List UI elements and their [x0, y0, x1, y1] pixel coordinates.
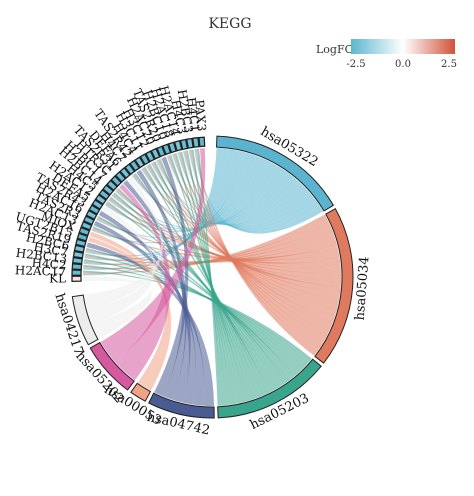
- ribbon-tas2r31-hsa04742: [123, 180, 191, 403]
- sector-hsa05202: [89, 341, 135, 391]
- ribbon-tas2r20-hsa04742: [154, 156, 189, 397]
- gene-sector-h2ac17: [71, 269, 82, 276]
- gene-sector-h2ac13: [80, 220, 93, 231]
- ribbon-h3c12-hsa05203: [153, 161, 257, 400]
- ribbon-h2ac18-hsa05203: [175, 152, 243, 404]
- ribbon-h4c7-hsa05322: [131, 166, 283, 225]
- chart-title: KEGG: [208, 16, 251, 32]
- gene-sector-ugt2b15: [76, 232, 89, 242]
- legend-tick-max: 2.5: [441, 59, 457, 70]
- gene-sector-h4c4: [134, 156, 146, 169]
- gene-sector-h2ac18: [167, 141, 177, 154]
- gene-sector-htr3c: [110, 175, 123, 187]
- gene-sector-h3c12: [144, 150, 156, 163]
- chord-ribbons: [83, 148, 341, 406]
- gene-label-h3c7: H3C7: [32, 240, 69, 260]
- chord-sectors: [71, 135, 354, 419]
- ribbon-tas2r43-hsa04742: [98, 210, 197, 405]
- ribbon-h4c5-hsa05322: [108, 158, 268, 231]
- gene-sector-miox: [78, 226, 91, 237]
- gene-label-kl: KL: [49, 271, 66, 285]
- gene-sector-tas2r43: [88, 204, 101, 215]
- gene-sector-h2bc10: [161, 143, 172, 156]
- ribbon-pax3-hsa05202: [100, 148, 206, 363]
- legend-tick-mid: 0.0: [395, 59, 411, 70]
- gene-sector-h4c1: [192, 136, 200, 148]
- sector-label-hsa05034: hsa05034: [353, 256, 373, 321]
- ribbon-h4c4-hsa05203: [143, 166, 266, 397]
- ribbon-h4c3-hsa05203: [186, 150, 233, 406]
- gene-label-h4c2: H4C2: [31, 256, 67, 273]
- gene-sector-kl: [71, 275, 82, 283]
- sector-hsa05322: [216, 135, 335, 212]
- ribbon-h4c1-hsa05203: [197, 148, 223, 406]
- gene-sector-h2bc13: [72, 256, 83, 265]
- legend-title: LogFC: [316, 43, 353, 56]
- gene-sector-h2bc14: [102, 184, 115, 196]
- gene-sector-defa6: [119, 166, 131, 179]
- ribbon-h2bc17-hsa05322: [115, 163, 278, 229]
- ribbon-h2ac14-hsa05203: [180, 151, 238, 405]
- gene-sector-h3c7: [72, 250, 84, 259]
- ribbon-kl-hsa04217: [83, 276, 152, 339]
- gene-label-h4c1: H4C1: [184, 96, 202, 132]
- ribbon-h2bc10-hsa05203: [169, 154, 247, 403]
- sector-hsa04742: [148, 392, 215, 419]
- sector-hsa05034: [314, 208, 354, 364]
- ribbon-h2bc3-hsa05203: [191, 149, 228, 406]
- gene-sector-tas2r31: [114, 170, 127, 183]
- gene-sector-tas2r42: [129, 159, 141, 172]
- gene-sector-h2bc6: [73, 244, 86, 253]
- ribbon-h2ac16-hsa05322: [96, 154, 257, 239]
- gene-sector-tas2r3: [82, 215, 95, 226]
- ribbon-h2ac16-hsa05034: [96, 217, 340, 264]
- sector-hsa05203: [217, 358, 322, 419]
- gene-sector-h4c3: [179, 138, 189, 151]
- gene-label-h2bc13: H2BC13: [15, 246, 68, 266]
- ribbon-defa6-hsa04217: [84, 176, 163, 311]
- ribbon-h2bc13-hsa05034: [83, 226, 334, 266]
- gene-sector-defa5: [91, 199, 104, 210]
- sector-hsa04217: [71, 294, 99, 346]
- ribbon-h2bc14-hsa05322: [111, 160, 273, 230]
- gene-sector-h2bc3: [185, 137, 194, 149]
- legend-colorbar: [351, 39, 455, 54]
- ribbon-h3c7-hsa05034: [84, 233, 336, 264]
- gene-sector-h4c2: [71, 263, 83, 271]
- ribbon-h4c7-hsa05203: [134, 172, 270, 395]
- ribbon-tas2r3-hsa04742: [93, 220, 205, 406]
- gene-sector-h3c11: [139, 153, 151, 166]
- gene-sector-h4c7: [124, 163, 136, 176]
- gene-sector-h2ac12: [94, 193, 107, 206]
- ribbon-defa5-hsa04217: [87, 205, 156, 325]
- gene-sector-tas2r19: [75, 238, 87, 248]
- legend-tick-min: -2.5: [346, 59, 365, 70]
- gene-sector-tas2r20: [156, 145, 166, 158]
- gene-sector-h2bc17: [106, 179, 119, 192]
- sector-hsa00053: [130, 382, 152, 402]
- gene-sector-h4c5: [98, 188, 111, 201]
- gene-sector-h2ac14: [173, 140, 183, 152]
- gene-sector-h2ac16: [85, 209, 98, 221]
- ribbon-htr3c-hsa05202: [115, 184, 171, 381]
- ribbon-h3c11-hsa05322: [146, 165, 293, 225]
- gene-label-pax3: PAX3: [192, 99, 208, 132]
- ribbon-h3c11-hsa05203: [148, 163, 261, 399]
- gene-sector-h2ac20: [150, 147, 161, 160]
- ribbon-h3c12-hsa05322: [150, 162, 297, 225]
- legend: LogFC -2.5 0.0 2.5: [316, 39, 457, 70]
- ribbon-h2ac20-hsa05203: [159, 158, 252, 402]
- ribbon-h2ac12-hsa05322: [104, 155, 263, 233]
- gene-sector-pax3: [198, 136, 206, 148]
- gene-label-h2ac17: H2AC17: [15, 263, 67, 279]
